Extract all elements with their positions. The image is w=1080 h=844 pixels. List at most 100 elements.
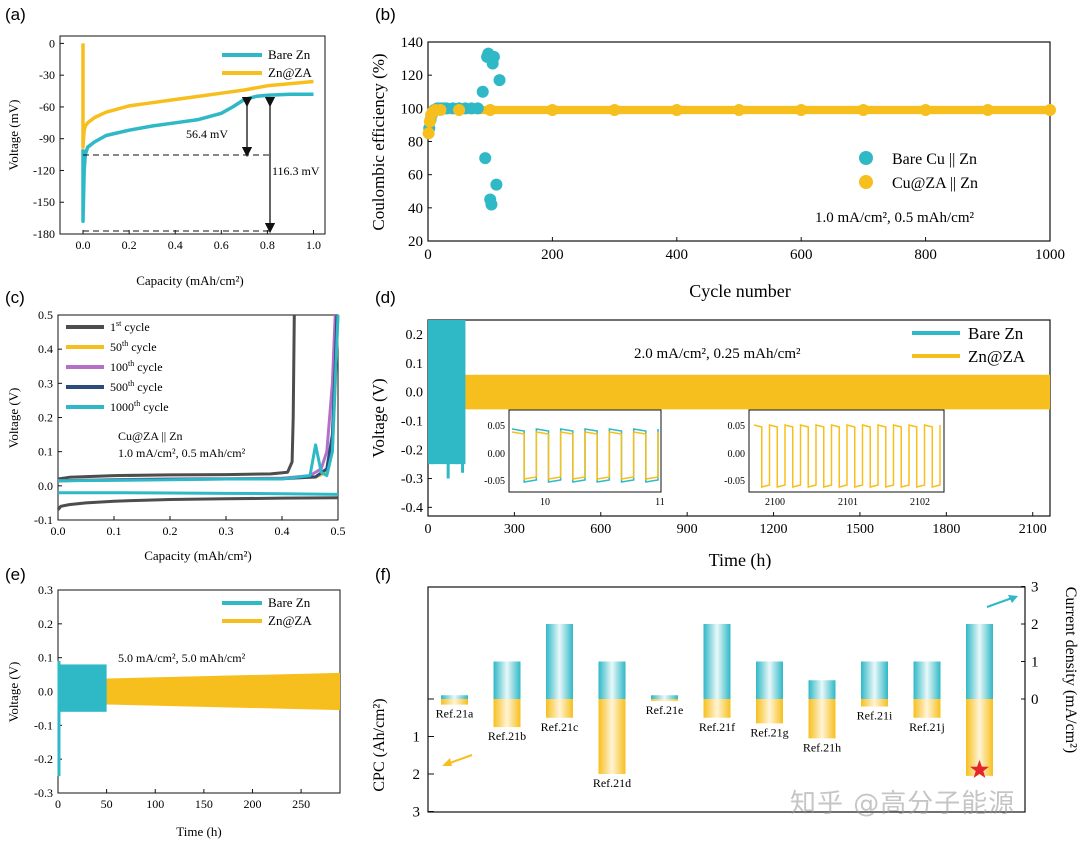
panel-f-left-ylabel: CPC (Ah/cm²) (371, 698, 388, 791)
panel-f-label: (f) (375, 565, 391, 584)
panel-b-xtick-label: 800 (914, 247, 937, 263)
star-marker (970, 759, 989, 778)
bar-cpc (703, 699, 731, 718)
panel-b-xtick-label: 400 (666, 247, 689, 263)
panel-c-ytick-label: 0.4 (38, 342, 53, 356)
bar-label: Ref.21c (541, 720, 579, 734)
panel-c-ytick-label: -0.1 (34, 513, 53, 527)
point-cu-za (422, 127, 435, 140)
panel-c-ylabel: Voltage (V) (6, 388, 21, 449)
panel-d-legend: Bare Zn Zn@ZA 2.0 mA/cm², 0.25 mAh/cm² (634, 324, 1026, 366)
bar-current-density (966, 624, 993, 699)
point-bare-cu (487, 50, 500, 63)
bar-current-density (441, 695, 468, 699)
point-cu-za (608, 103, 621, 116)
panel-e-ytick-label: 0.1 (38, 651, 53, 665)
bar-cpc (598, 699, 626, 774)
panel-c-ytick-label: 0.5 (38, 308, 53, 322)
legend-label-suffix: th (134, 399, 140, 408)
legend-label-cycle: 100th cycle (110, 359, 163, 374)
legend-label-suffix: st (116, 319, 122, 328)
arrow-left-head (442, 758, 452, 766)
panel-a-legend: Bare Zn Zn@ZA (222, 47, 312, 80)
panel-b-xtick-label: 1000 (1035, 247, 1065, 263)
legend-label-number: 50 (110, 340, 122, 354)
panel-a-xtick-label: 0.0 (76, 238, 91, 252)
panel-e-ytick-label: 0.3 (38, 583, 53, 597)
panel-d-xtick-label: 300 (504, 522, 525, 537)
inset-2-series (753, 424, 941, 488)
inset-1-xtick: 10 (540, 497, 550, 508)
panel-b-series (422, 47, 1056, 211)
panel-f-left-tick-label: 3 (413, 805, 421, 821)
band-bare-zn (58, 664, 107, 712)
legend-label-word: cycle (140, 400, 168, 414)
point-bare-cu (476, 85, 489, 98)
panel-f-right-tick-label: 3 (1031, 580, 1039, 596)
panel-e-axes: 0 50 100 150 200 250 -0.3 -0.2 -0.1 0.0 0.1 0.2 0.3 (34, 583, 310, 811)
arrow-right-head (1008, 595, 1018, 603)
annotation-116mv: 116.3 mV (272, 164, 320, 178)
legend-label-cycle: 1st cycle (110, 319, 150, 334)
panel-f-right-tick-label: 2 (1031, 617, 1039, 633)
bar-label: Ref.21e (646, 703, 684, 717)
bar-label: Ref.21g (750, 725, 788, 739)
panel-c-ytick-label: 0.2 (38, 411, 53, 425)
inset-1-bare (511, 428, 659, 483)
panel-b-xtick-label: 200 (541, 247, 564, 263)
bar-current-density (493, 661, 521, 699)
panel-e-xtick-label: 250 (292, 797, 310, 811)
panel-c-xtick-label: 0.2 (163, 524, 178, 538)
annotation-56mv: 56.4 mV (186, 127, 228, 141)
panel-a-label: (a) (5, 5, 26, 24)
panel-b-xlabel: Cycle number (689, 281, 790, 301)
panel-d-xtick-label: 2100 (1019, 522, 1047, 537)
panel-d-inset-2: 0.05 0.00 -0.05 2100 2101 2102 (724, 409, 945, 508)
bar-current-density (546, 624, 573, 699)
series-line-bare-zn (81, 92, 314, 224)
arrow-left-axis (446, 754, 473, 765)
panel-e-ytick-label: -0.2 (34, 752, 53, 766)
panel-f-right-tick-label: 0 (1031, 692, 1039, 708)
panel-e-xtick-label: 200 (243, 797, 261, 811)
bar-label: Ref.21d (593, 776, 631, 790)
panel-d-xtick-label: 900 (677, 522, 698, 537)
panel-d-ytick-label: -0.2 (401, 443, 423, 458)
inset-1-ytick: -0.05 (484, 476, 505, 487)
panel-a-axes: 0.0 0.2 0.4 0.6 0.8 1.0 0 -30 -60 -90 -120 -150 -180 (33, 36, 321, 252)
bar-label: Ref.21h (803, 740, 841, 754)
inset-2-za (753, 424, 941, 488)
panel-c-condition: 1.0 mA/cm², 0.5 mAh/cm² (118, 446, 246, 460)
bar-label: Ref.21i (857, 709, 893, 723)
legend-label-za: Zn@ZA (968, 347, 1026, 366)
band-zn-za (428, 374, 1050, 410)
legend-label-cycle: 500th cycle (110, 379, 163, 394)
point-cu-za (857, 103, 870, 116)
bar-current-density (861, 661, 888, 699)
panel-a: (a) 0.0 0.2 0.4 0.6 0.8 1.0 0 -30 -60 -90 -120 -150… (5, 5, 326, 288)
bar-cpc (913, 699, 941, 718)
bar-current-density (808, 680, 836, 699)
point-cu-za (484, 103, 497, 116)
legend-label-cu-za: Cu@ZA || Zn (892, 175, 978, 192)
point-cu-za (795, 103, 808, 116)
panel-b-axes: 0 200 400 600 800 1000 20 40 60 80 100 120 140 (401, 35, 1066, 263)
panel-a-ytick-label: -180 (33, 227, 55, 241)
panel-d-ylabel: Voltage (V) (369, 378, 388, 457)
series-line-low-flat (58, 491, 339, 496)
panel-f-right-tick-label: 1 (1031, 655, 1039, 671)
legend-marker-bare-cu (859, 151, 873, 165)
panel-d-xtick-label: 1200 (760, 522, 788, 537)
panel-a-ytick-label: -120 (33, 163, 55, 177)
panel-a-annotations: 56.4 mV 116.3 mV (83, 96, 320, 234)
panel-a-xtick-label: 1.0 (306, 238, 321, 252)
bar-label: Ref.21f (699, 720, 735, 734)
legend-label-cycle: 1000th cycle (110, 399, 169, 414)
panel-d-xlabel: Time (h) (709, 550, 772, 571)
bar-cpc (756, 699, 783, 724)
point-cu-za (981, 103, 994, 116)
panel-a-xtick-label: 0.2 (122, 238, 137, 252)
series-line-1st-cycle (57, 314, 296, 481)
legend-label-number: 100 (110, 360, 128, 374)
